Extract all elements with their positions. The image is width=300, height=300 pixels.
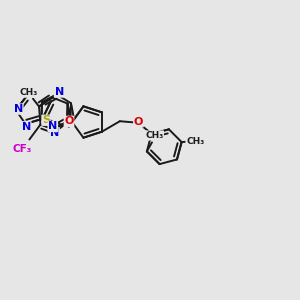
Text: O: O (64, 116, 74, 126)
Text: CH₃: CH₃ (145, 131, 164, 140)
Text: N: N (48, 122, 57, 131)
Text: N: N (14, 104, 23, 114)
Text: O: O (134, 117, 143, 127)
Text: N: N (22, 122, 31, 132)
Text: CH₃: CH₃ (20, 88, 38, 97)
Text: CF₃: CF₃ (13, 143, 32, 154)
Text: N: N (55, 87, 64, 97)
Text: S: S (42, 115, 50, 125)
Text: CH₃: CH₃ (186, 137, 204, 146)
Text: N: N (50, 128, 59, 138)
